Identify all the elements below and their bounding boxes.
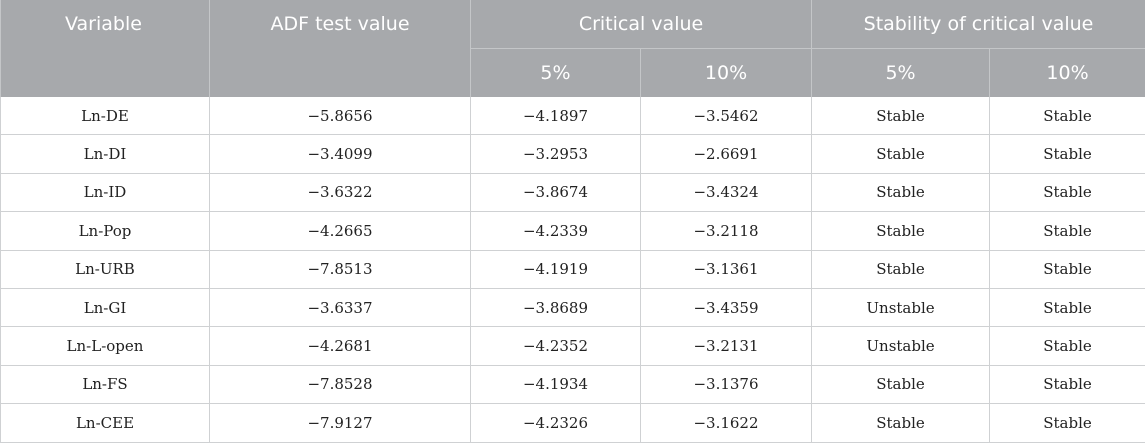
cell-stability-10: Stable bbox=[990, 97, 1145, 135]
cell-critical-5: −4.1919 bbox=[471, 250, 641, 288]
header-stability-5: 5% bbox=[812, 49, 990, 98]
cell-stability-10: Stable bbox=[990, 173, 1145, 211]
header-row-top: Variable ADF test value Critical value S… bbox=[1, 0, 1145, 49]
cell-variable: Ln-GI bbox=[1, 288, 210, 326]
cell-critical-10: −3.1376 bbox=[641, 365, 812, 403]
cell-stability-5: Stable bbox=[812, 135, 990, 173]
cell-adf-value: −4.2665 bbox=[210, 212, 471, 250]
header-adf-test-value: ADF test value bbox=[210, 0, 471, 97]
cell-stability-10: Stable bbox=[990, 404, 1145, 442]
cell-stability-10: Stable bbox=[990, 135, 1145, 173]
cell-stability-5: Stable bbox=[812, 212, 990, 250]
header-stability-of-critical-value: Stability of critical value bbox=[812, 0, 1145, 49]
cell-stability-5: Stable bbox=[812, 404, 990, 442]
cell-variable: Ln-CEE bbox=[1, 404, 210, 442]
cell-stability-10: Stable bbox=[990, 327, 1145, 365]
cell-critical-5: −4.2326 bbox=[471, 404, 641, 442]
table-row: Ln-Pop −4.2665 −4.2339 −3.2118 Stable St… bbox=[1, 212, 1145, 250]
cell-stability-5: Unstable bbox=[812, 327, 990, 365]
cell-adf-value: −3.6337 bbox=[210, 288, 471, 326]
header-critical-10: 10% bbox=[641, 49, 812, 98]
table-row: Ln-DE −5.8656 −4.1897 −3.5462 Stable Sta… bbox=[1, 97, 1145, 135]
cell-adf-value: −7.8513 bbox=[210, 250, 471, 288]
table-row: Ln-DI −3.4099 −3.2953 −2.6691 Stable Sta… bbox=[1, 135, 1145, 173]
cell-adf-value: −7.8528 bbox=[210, 365, 471, 403]
cell-critical-5: −3.8689 bbox=[471, 288, 641, 326]
cell-critical-5: −4.1897 bbox=[471, 97, 641, 135]
cell-critical-5: −3.8674 bbox=[471, 173, 641, 211]
table-row: Ln-CEE −7.9127 −4.2326 −3.1622 Stable St… bbox=[1, 404, 1145, 442]
cell-variable: Ln-FS bbox=[1, 365, 210, 403]
cell-stability-10: Stable bbox=[990, 212, 1145, 250]
cell-critical-5: −4.2339 bbox=[471, 212, 641, 250]
header-stability-10: 10% bbox=[990, 49, 1145, 98]
cell-variable: Ln-URB bbox=[1, 250, 210, 288]
cell-critical-10: −3.4324 bbox=[641, 173, 812, 211]
cell-critical-10: −3.2131 bbox=[641, 327, 812, 365]
header-critical-5: 5% bbox=[471, 49, 641, 98]
cell-adf-value: −3.4099 bbox=[210, 135, 471, 173]
cell-critical-5: −3.2953 bbox=[471, 135, 641, 173]
cell-variable: Ln-L-open bbox=[1, 327, 210, 365]
cell-adf-value: −5.8656 bbox=[210, 97, 471, 135]
table-row: Ln-FS −7.8528 −4.1934 −3.1376 Stable Sta… bbox=[1, 365, 1145, 403]
table-header: Variable ADF test value Critical value S… bbox=[1, 0, 1145, 97]
cell-stability-5: Unstable bbox=[812, 288, 990, 326]
cell-variable: Ln-Pop bbox=[1, 212, 210, 250]
cell-stability-5: Stable bbox=[812, 173, 990, 211]
table-row: Ln-L-open −4.2681 −4.2352 −3.2131 Unstab… bbox=[1, 327, 1145, 365]
header-critical-value: Critical value bbox=[471, 0, 812, 49]
cell-stability-10: Stable bbox=[990, 250, 1145, 288]
cell-stability-10: Stable bbox=[990, 365, 1145, 403]
table-body: Ln-DE −5.8656 −4.1897 −3.5462 Stable Sta… bbox=[1, 97, 1145, 442]
cell-critical-5: −4.2352 bbox=[471, 327, 641, 365]
table-row: Ln-URB −7.8513 −4.1919 −3.1361 Stable St… bbox=[1, 250, 1145, 288]
header-variable: Variable bbox=[1, 0, 210, 97]
cell-variable: Ln-DI bbox=[1, 135, 210, 173]
cell-stability-5: Stable bbox=[812, 365, 990, 403]
cell-variable: Ln-DE bbox=[1, 97, 210, 135]
cell-critical-10: −2.6691 bbox=[641, 135, 812, 173]
cell-critical-10: −3.2118 bbox=[641, 212, 812, 250]
cell-critical-5: −4.1934 bbox=[471, 365, 641, 403]
cell-critical-10: −3.1622 bbox=[641, 404, 812, 442]
cell-stability-10: Stable bbox=[990, 288, 1145, 326]
cell-adf-value: −7.9127 bbox=[210, 404, 471, 442]
table-row: Ln-ID −3.6322 −3.8674 −3.4324 Stable Sta… bbox=[1, 173, 1145, 211]
cell-critical-10: −3.4359 bbox=[641, 288, 812, 326]
cell-stability-5: Stable bbox=[812, 97, 990, 135]
cell-critical-10: −3.5462 bbox=[641, 97, 812, 135]
cell-stability-5: Stable bbox=[812, 250, 990, 288]
cell-variable: Ln-ID bbox=[1, 173, 210, 211]
cell-adf-value: −3.6322 bbox=[210, 173, 471, 211]
cell-adf-value: −4.2681 bbox=[210, 327, 471, 365]
table-row: Ln-GI −3.6337 −3.8689 −3.4359 Unstable S… bbox=[1, 288, 1145, 326]
cell-critical-10: −3.1361 bbox=[641, 250, 812, 288]
